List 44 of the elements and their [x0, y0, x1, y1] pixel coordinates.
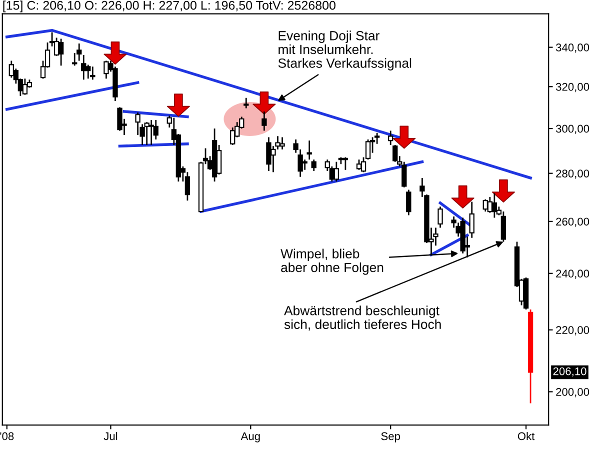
x-tick-label: Sep: [381, 432, 400, 442]
y-tick-label: 240,00: [556, 270, 590, 279]
x-tick-label: Jul: [104, 432, 118, 440]
candlestick: [392, 144, 398, 163]
point: [492, 179, 515, 202]
candlestick: [58, 38, 64, 66]
annotation: Abwärtstrend beschleunigt sich, deutlich tieferes Hoch: [284, 306, 441, 331]
candlestick: [388, 130, 394, 146]
point: [166, 94, 190, 117]
point: [392, 126, 416, 149]
candlestick: [342, 156, 348, 171]
annotation: Wimpel, blieb aber ohne Folgen: [280, 248, 384, 275]
candlestick: [76, 42, 82, 62]
point: [104, 42, 127, 65]
candlestick: [334, 161, 340, 182]
y-tick-label: 320,00: [556, 82, 590, 92]
y-tick-label: 280,00: [556, 170, 590, 179]
y-tick-label: 260,00: [556, 218, 590, 227]
y-tick-label: 340,00: [556, 44, 590, 53]
candlestick: [500, 210, 506, 242]
candlestick: [216, 144, 222, 176]
y-tick-label: 200,00: [556, 388, 590, 398]
x-tick-label: Aug: [240, 432, 260, 442]
chart-title: [15] C: 206,10 O: 226,00 H: 227,00 L: 196,50 TotV: 2526800: [3, 0, 336, 12]
x-tick-label: Okt: [518, 432, 535, 440]
candlestick: [244, 97, 249, 109]
candlestick: [492, 192, 498, 218]
point: [451, 185, 474, 208]
annotation: Evening Doji Star mit Inselumkehr. Starkes Verkaufssignal: [278, 30, 412, 70]
candlestick: [262, 110, 267, 132]
point: [252, 92, 276, 115]
candlestick: [406, 189, 412, 216]
candlestick: [306, 140, 312, 160]
candlestick: [469, 201, 474, 239]
candlestick: [81, 54, 86, 80]
x-tick-label: '08: [0, 432, 14, 440]
candlestick: [72, 52, 78, 66]
candlestick: [438, 206, 443, 228]
candlestick: [311, 158, 316, 172]
candlestick: [22, 78, 28, 96]
annotation: 206,10: [553, 367, 586, 377]
candlestick: [356, 158, 362, 171]
y-tick-label: 300,00: [556, 124, 590, 134]
y-tick-label: 220,00: [556, 326, 590, 336]
